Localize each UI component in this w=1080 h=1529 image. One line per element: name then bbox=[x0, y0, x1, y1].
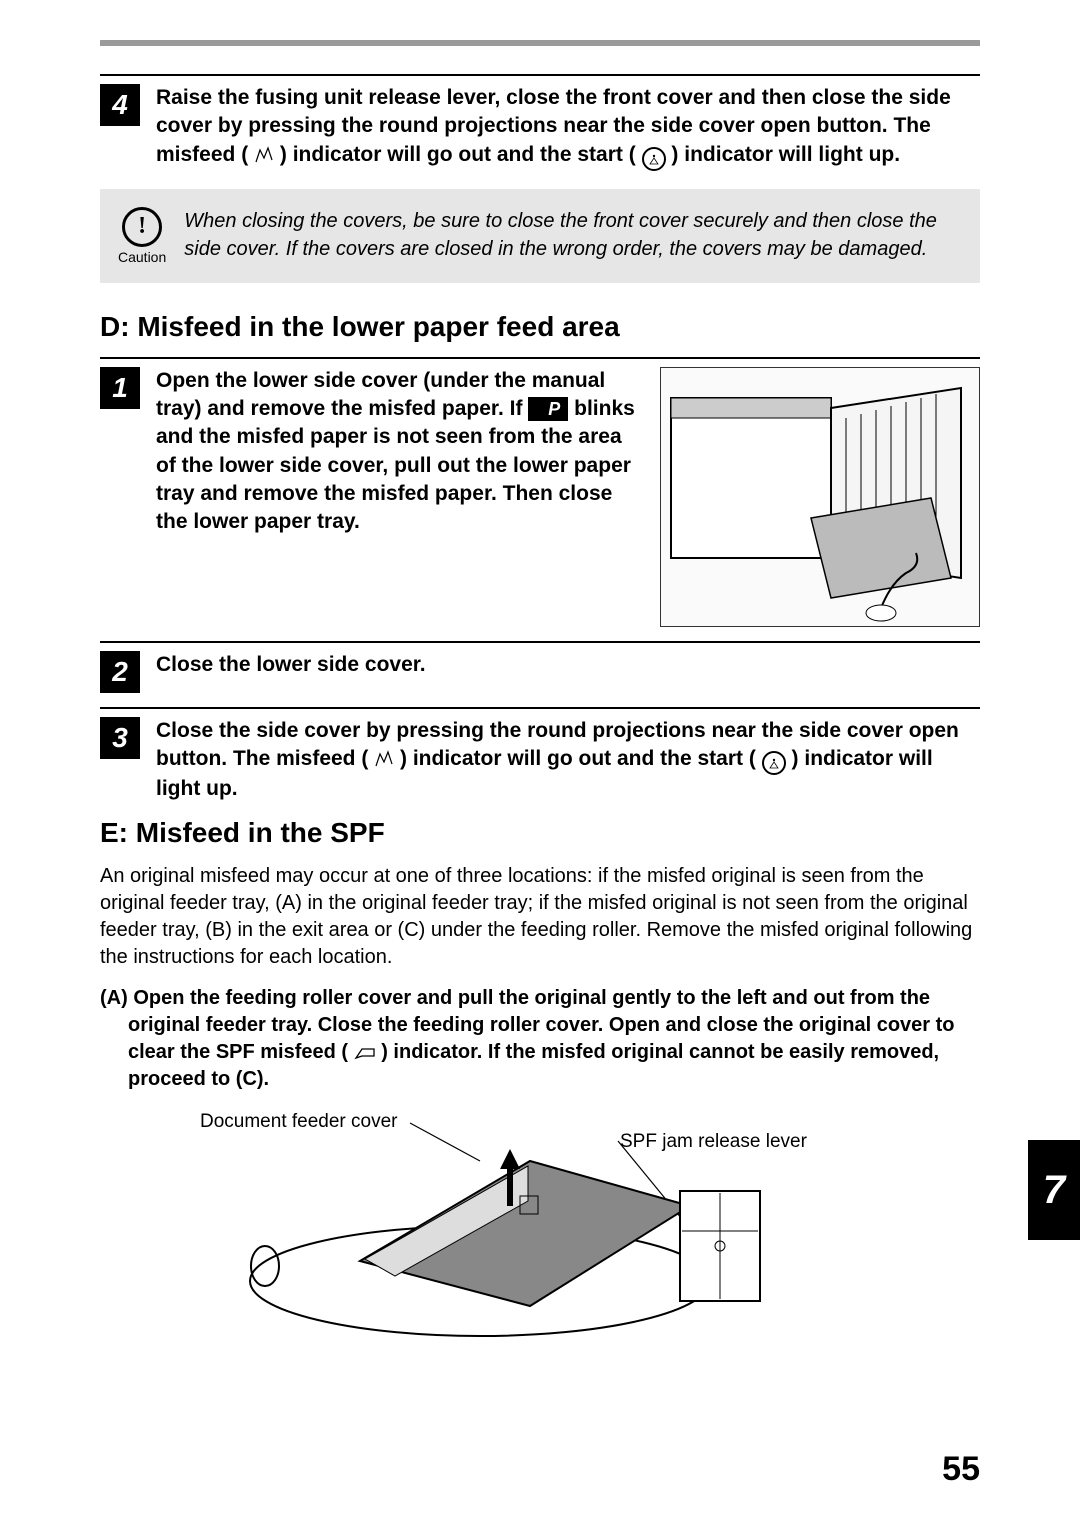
chapter-tab: 7 bbox=[1028, 1140, 1080, 1240]
caution-box: ! Caution When closing the covers, be su… bbox=[100, 189, 980, 283]
diag-label-right: SPF jam release lever bbox=[620, 1131, 807, 1153]
spf-misfeed-icon bbox=[354, 1046, 376, 1060]
section-e-intro: An original misfeed may occur at one of … bbox=[100, 863, 980, 971]
d-step-1-row: 1 Open the lower side cover (under the m… bbox=[100, 357, 980, 627]
printer-illustration-1 bbox=[660, 367, 980, 627]
misfeed-icon bbox=[374, 750, 394, 768]
caution-icon-col: ! Caution bbox=[118, 207, 166, 265]
section-e-item-a: (A) Open the feeding roller cover and pu… bbox=[100, 985, 980, 1093]
section-e-heading: E: Misfeed in the SPF bbox=[100, 817, 980, 849]
step-4-badge: 4 bbox=[100, 84, 140, 126]
section-d-heading: D: Misfeed in the lower paper feed area bbox=[100, 311, 980, 343]
d-step-3-row: 3 Close the side cover by pressing the r… bbox=[100, 707, 980, 804]
step-4-row: 4 Raise the fusing unit release lever, c… bbox=[100, 74, 980, 171]
step-4-text-b: ) indicator will go out and the start ( bbox=[280, 143, 636, 166]
d-step-1-badge: 1 bbox=[100, 367, 140, 409]
spf-diagram: Document feeder cover SPF jam release le… bbox=[230, 1111, 850, 1341]
d-step-2-text: Close the lower side cover. bbox=[156, 651, 980, 679]
top-divider bbox=[100, 40, 980, 46]
d-step-3-text-b: ) indicator will go out and the start ( bbox=[400, 747, 756, 770]
caution-label: Caution bbox=[118, 249, 166, 265]
caution-icon: ! bbox=[122, 207, 162, 247]
diag-label-left: Document feeder cover bbox=[200, 1111, 398, 1133]
step-4-text-c: ) indicator will light up. bbox=[671, 143, 900, 166]
d-step-3-text: Close the side cover by pressing the rou… bbox=[156, 717, 980, 804]
caution-text: When closing the covers, be sure to clos… bbox=[184, 207, 962, 263]
start-icon bbox=[642, 147, 666, 171]
d-step-3-badge: 3 bbox=[100, 717, 140, 759]
page-number: 55 bbox=[942, 1450, 980, 1489]
p-indicator-icon: P bbox=[528, 397, 568, 421]
d-step-2-badge: 2 bbox=[100, 651, 140, 693]
start-icon bbox=[762, 751, 786, 775]
misfeed-icon bbox=[254, 146, 274, 164]
d-step-1-text: Open the lower side cover (under the man… bbox=[156, 367, 642, 627]
step-4-text: Raise the fusing unit release lever, clo… bbox=[156, 84, 980, 171]
d-step-2-row: 2 Close the lower side cover. bbox=[100, 641, 980, 693]
